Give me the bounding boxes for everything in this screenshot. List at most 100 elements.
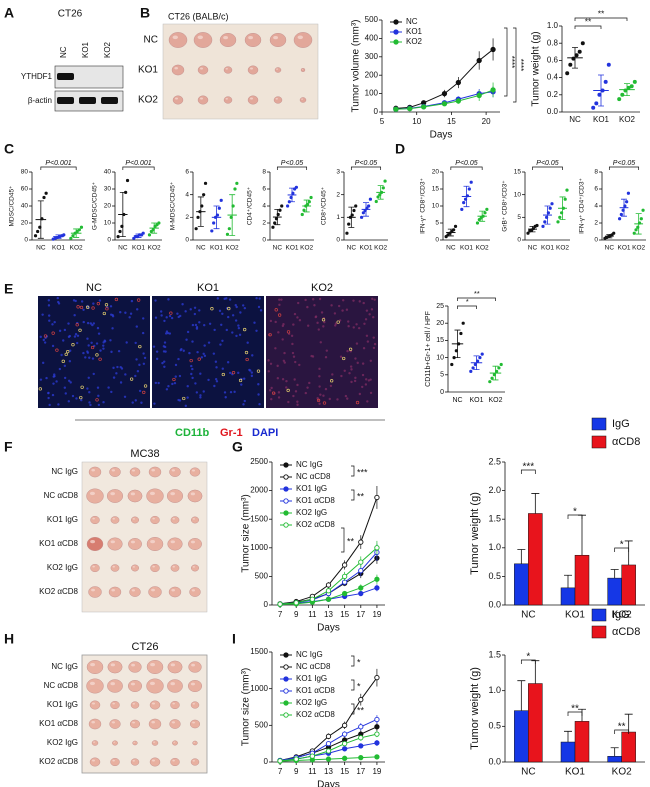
sd-bar (454, 329, 461, 358)
nucleus (193, 312, 197, 316)
significance-label: P<0.001 (45, 160, 71, 167)
nucleus (346, 349, 349, 353)
tumor (299, 97, 307, 103)
tumor (110, 757, 120, 767)
nucleus (358, 392, 362, 396)
sd-bar (559, 196, 566, 220)
nucleus (154, 299, 157, 302)
nucleus (99, 349, 102, 352)
nucleus (163, 319, 166, 323)
data-point (535, 223, 539, 228)
positive-cell (137, 298, 141, 302)
nucleus (171, 382, 174, 386)
positive-cell (90, 345, 95, 350)
row-label: KO2 αCD8 (39, 757, 78, 766)
legend-swatch (591, 417, 607, 431)
significance-bracket (341, 527, 345, 553)
y-tick-label: 500 (255, 720, 269, 729)
y-tick-label: 0 (262, 237, 266, 244)
nucleus (168, 314, 172, 318)
y-axis-label: Tumor weight (g) (469, 492, 481, 575)
nucleus (322, 394, 325, 397)
nucleus (293, 312, 297, 316)
data-point (286, 204, 290, 208)
nucleus (368, 313, 371, 316)
nucleus (304, 298, 307, 302)
data-point (499, 362, 503, 367)
nucleus (353, 379, 357, 383)
nucleus (283, 351, 286, 355)
data-point (203, 181, 208, 185)
x-tick-label: NC (528, 245, 538, 252)
nucleus (292, 355, 296, 358)
significance-label: ** (357, 705, 365, 715)
nucleus (190, 364, 193, 368)
data-point (141, 231, 145, 235)
tumor-highlight (190, 492, 195, 496)
sd-bar (303, 199, 310, 213)
tumor (168, 32, 188, 48)
nucleus (195, 391, 199, 394)
nucleus (355, 342, 359, 345)
tumor (90, 563, 100, 573)
tumor-highlight (112, 702, 115, 705)
tumor-highlight (149, 681, 155, 686)
sd-bar (119, 192, 126, 237)
tumor (89, 700, 101, 710)
nucleus (136, 308, 139, 311)
nucleus (308, 381, 311, 385)
data-point (488, 380, 492, 384)
nucleus (372, 336, 375, 339)
nucleus (110, 390, 113, 394)
y-tick-label: 0.8 (547, 38, 559, 47)
stain-label: Gr-1 (220, 427, 243, 439)
data-point (307, 200, 311, 204)
nucleus (365, 309, 369, 312)
nucleus (361, 373, 365, 377)
data-point (235, 181, 239, 185)
nucleus (234, 304, 237, 307)
x-tick-label: NC (569, 115, 581, 124)
tumor (112, 740, 118, 746)
fluorescence-image (38, 296, 150, 408)
y-tick-label: 1.5 (488, 649, 501, 659)
tumor-highlight (90, 663, 95, 667)
nucleus (369, 391, 373, 395)
row-label: NC αCD8 (44, 491, 79, 500)
nucleus (243, 306, 247, 310)
nucleus (55, 380, 58, 383)
data-point (580, 41, 585, 46)
data-point (476, 92, 482, 99)
data-point (441, 101, 448, 107)
data-point (325, 588, 332, 594)
data-point (210, 229, 214, 233)
positive-cell (227, 306, 231, 311)
bar (514, 563, 529, 606)
nucleus (214, 360, 218, 363)
nucleus (160, 314, 163, 317)
nucleus (324, 356, 328, 359)
tumor-highlight (170, 682, 175, 686)
tumor (131, 516, 139, 524)
nucleus (237, 326, 241, 330)
nucleus (163, 360, 166, 363)
positive-cell (169, 311, 173, 315)
tumor-highlight (200, 67, 203, 70)
nucleus (334, 322, 338, 325)
tumor (190, 701, 200, 709)
bar (528, 513, 543, 606)
tumor-highlight (131, 589, 135, 592)
nucleus (69, 381, 72, 384)
data-point (368, 197, 372, 201)
data-point (626, 85, 631, 90)
y-tick-label: 40 (21, 203, 29, 210)
tumor-highlight (223, 36, 229, 40)
nucleus (68, 349, 72, 352)
tumor (128, 661, 142, 673)
y-tick-label: 0.2 (547, 90, 559, 99)
x-tick-label: KO1 (617, 245, 630, 252)
positive-cell (189, 358, 193, 363)
positive-cell (43, 334, 48, 338)
positive-cell (277, 313, 282, 317)
nucleus (103, 339, 106, 342)
